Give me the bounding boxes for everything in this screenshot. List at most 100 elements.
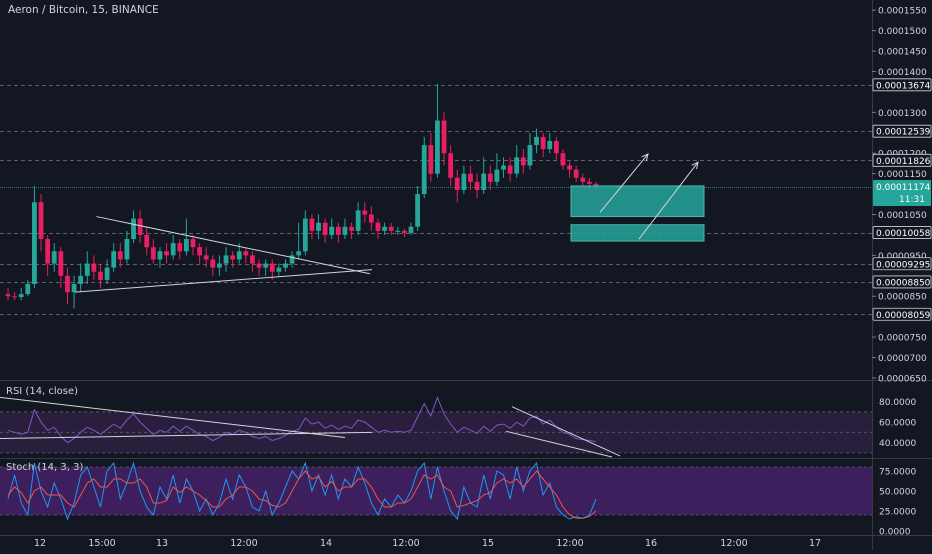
candle-body — [250, 255, 255, 264]
candle — [203, 247, 209, 268]
y-tick-label: 0.0001550 — [878, 7, 927, 17]
level-label-box — [872, 226, 932, 239]
y-tick-label: 0.0001450 — [878, 48, 927, 58]
level-label-box — [872, 275, 932, 289]
rsi-tick-label: 80.0000 — [879, 398, 916, 408]
candle-body — [454, 177, 460, 190]
candle-body — [137, 218, 143, 235]
candle — [117, 243, 123, 268]
candle-body — [355, 210, 361, 231]
y-tick-label: 0.0000650 — [878, 374, 927, 384]
candle-body — [203, 255, 209, 260]
candle-body — [547, 140, 553, 150]
candle-body — [395, 230, 401, 232]
candle-body — [402, 230, 407, 233]
candle-body — [58, 251, 64, 276]
candle-body — [197, 247, 202, 256]
level-label: 0.00012539 — [876, 128, 931, 138]
candle-body — [362, 210, 368, 215]
candle-body — [71, 283, 77, 293]
level-label: 0.00013674 — [876, 81, 931, 91]
candle — [84, 251, 90, 284]
candle — [349, 222, 354, 240]
projection-arrow-head — [641, 153, 649, 161]
candle-body — [236, 251, 242, 260]
candle-body — [435, 120, 440, 174]
candle — [461, 165, 467, 195]
candle — [124, 230, 130, 264]
candle — [329, 218, 335, 240]
y-tick-label: 0.0000700 — [878, 354, 927, 364]
candle-body — [534, 136, 539, 146]
candle — [177, 239, 183, 260]
candle-body — [540, 136, 546, 150]
candle — [375, 218, 381, 240]
candle — [553, 136, 559, 162]
candle — [580, 173, 586, 186]
candle — [560, 149, 566, 170]
candle — [355, 202, 361, 235]
candle — [573, 165, 579, 182]
trendline-upper — [96, 216, 371, 275]
candle — [78, 263, 84, 293]
y-tick-label: 0.0001150 — [878, 170, 927, 180]
candle-body — [342, 226, 348, 235]
level-label-box — [872, 153, 932, 167]
candle-body — [32, 202, 37, 284]
candle — [137, 210, 143, 244]
candle — [534, 128, 539, 154]
candle — [501, 157, 506, 178]
current-price-box — [873, 179, 931, 206]
candle — [223, 247, 229, 272]
candle-body — [474, 181, 480, 190]
candle-body — [283, 263, 288, 268]
stoch-k-line — [7, 461, 597, 521]
rsi-trendline-down — [0, 396, 346, 438]
candle — [421, 136, 427, 199]
candle-body — [111, 251, 117, 268]
candle-body — [25, 283, 31, 295]
candle — [362, 202, 368, 223]
candle — [322, 218, 328, 244]
candle-body — [494, 169, 500, 182]
candle — [368, 206, 374, 231]
candle-body — [302, 218, 308, 252]
candle-body — [368, 214, 374, 223]
level-label-box — [872, 78, 932, 92]
x-tick-label: 12:00 — [392, 538, 419, 549]
candle — [454, 169, 460, 203]
candle-body — [335, 226, 341, 235]
candle-body — [45, 239, 51, 264]
candle — [494, 153, 500, 186]
candle — [435, 83, 440, 178]
candle — [547, 132, 553, 154]
candle-body — [375, 222, 381, 231]
rsi-trendline-up — [0, 431, 373, 439]
projection-arrow — [638, 161, 699, 240]
rsi-divergence-line — [511, 406, 621, 457]
candle — [408, 222, 414, 235]
candle — [210, 255, 216, 276]
current-price-label: 0.00011174 — [876, 183, 931, 193]
candle — [144, 226, 150, 256]
candle-body — [501, 165, 506, 170]
candle-body — [12, 296, 18, 298]
candle — [276, 263, 282, 276]
candle-body — [210, 259, 216, 268]
candle — [45, 234, 51, 276]
candle-body — [441, 120, 447, 154]
level-label: 0.00011826 — [876, 157, 931, 167]
candle-body — [448, 153, 454, 178]
candle — [382, 222, 387, 235]
candle-body — [507, 165, 513, 174]
candle-body — [164, 251, 169, 256]
candle — [250, 251, 255, 272]
candle-body — [421, 145, 427, 195]
level-label: 0.00009295 — [876, 260, 930, 270]
candle-body — [349, 226, 354, 231]
stoch-tick-label: 50.0000 — [879, 488, 916, 498]
candle — [65, 267, 70, 305]
x-tick-label: 12:00 — [230, 538, 257, 549]
